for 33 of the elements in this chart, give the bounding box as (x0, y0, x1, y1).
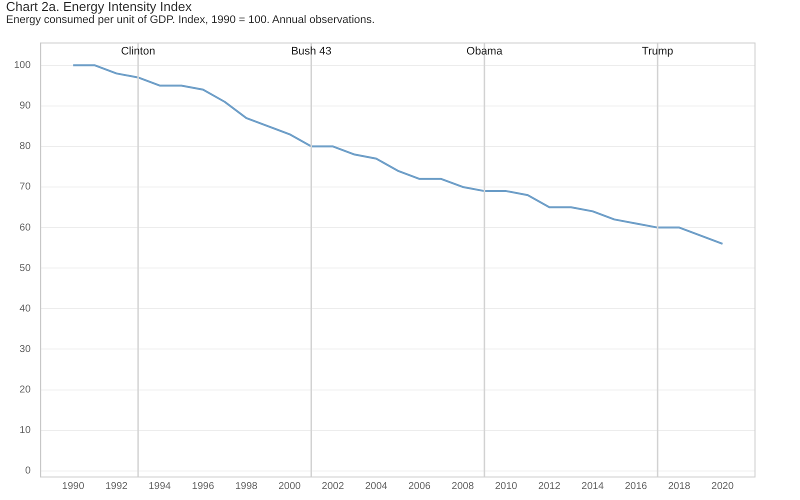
x-tick-label: 2018 (668, 480, 691, 492)
y-tick-label: 10 (20, 425, 32, 436)
x-tick-label: 2002 (322, 480, 344, 492)
chart-title: Chart 2a. Energy Intensity Index (6, 0, 193, 14)
x-tick-label: 2004 (365, 480, 388, 492)
y-tick-label: 100 (14, 60, 32, 72)
ref-line-label: Clinton (120, 46, 156, 58)
y-tick-label: 30 (20, 344, 32, 355)
y-tick-label: 90 (20, 100, 32, 112)
ref-line-label: Trump (642, 46, 674, 58)
x-tick-label: 2014 (582, 480, 604, 492)
x-tick-label: 1994 (148, 480, 172, 492)
x-tick-label: 2016 (624, 480, 648, 492)
y-tick-label: 40 (20, 303, 32, 314)
x-tick-label: 2006 (408, 480, 432, 492)
y-tick-label: 0 (25, 466, 32, 477)
x-tick-label: 1992 (105, 480, 128, 492)
x-tick-label: 1996 (192, 480, 215, 492)
x-tick-label: 2010 (494, 480, 518, 492)
x-tick-label: 1990 (62, 480, 85, 492)
chart-subtitle: Energy consumed per unit of GDP. Index, 1990 = 100. Annual observations. (6, 14, 376, 27)
y-tick-label: 60 (20, 222, 32, 234)
x-tick-label: 2020 (711, 480, 734, 492)
ref-line-label: Obama (466, 46, 504, 58)
x-tick-label: 2000 (278, 480, 302, 492)
y-tick-label: 70 (20, 182, 32, 193)
y-tick-label: 50 (20, 262, 32, 274)
ref-line-label: Bush 43 (291, 46, 332, 58)
x-tick-label: 2008 (452, 480, 474, 492)
x-tick-label: 2012 (538, 480, 561, 492)
x-tick-label: 1998 (235, 480, 258, 492)
y-tick-label: 20 (20, 384, 32, 396)
y-tick-label: 80 (20, 141, 32, 152)
